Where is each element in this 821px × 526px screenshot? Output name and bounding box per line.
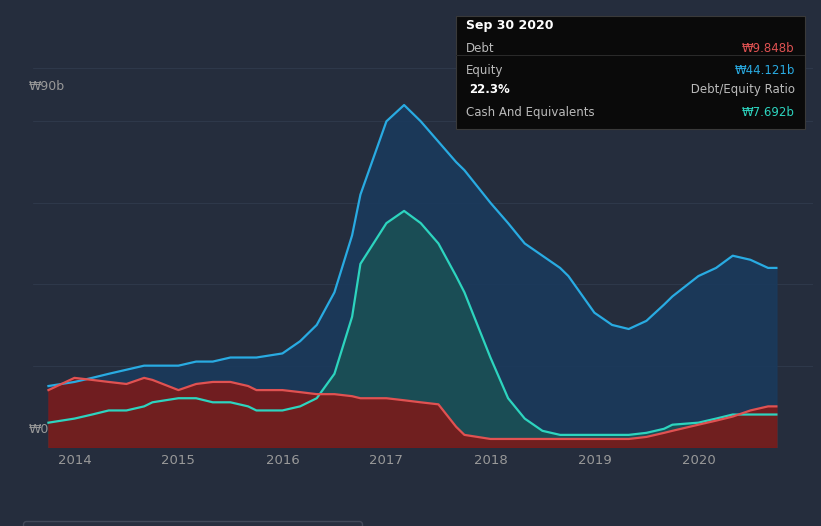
- Text: Debt: Debt: [466, 42, 494, 55]
- Text: Cash And Equivalents: Cash And Equivalents: [466, 106, 594, 119]
- Text: ₩90b: ₩90b: [29, 80, 65, 93]
- Text: ₩9.848b: ₩9.848b: [742, 42, 795, 55]
- Legend: Debt, Equity, Cash And Equivalents: Debt, Equity, Cash And Equivalents: [24, 521, 362, 526]
- Text: ₩0: ₩0: [29, 423, 49, 436]
- Text: Debt/Equity Ratio: Debt/Equity Ratio: [686, 83, 795, 96]
- Text: 22.3%: 22.3%: [470, 83, 511, 96]
- Text: Sep 30 2020: Sep 30 2020: [466, 19, 553, 32]
- Text: ₩44.121b: ₩44.121b: [734, 64, 795, 77]
- Text: Equity: Equity: [466, 64, 503, 77]
- Text: ₩7.692b: ₩7.692b: [742, 106, 795, 119]
